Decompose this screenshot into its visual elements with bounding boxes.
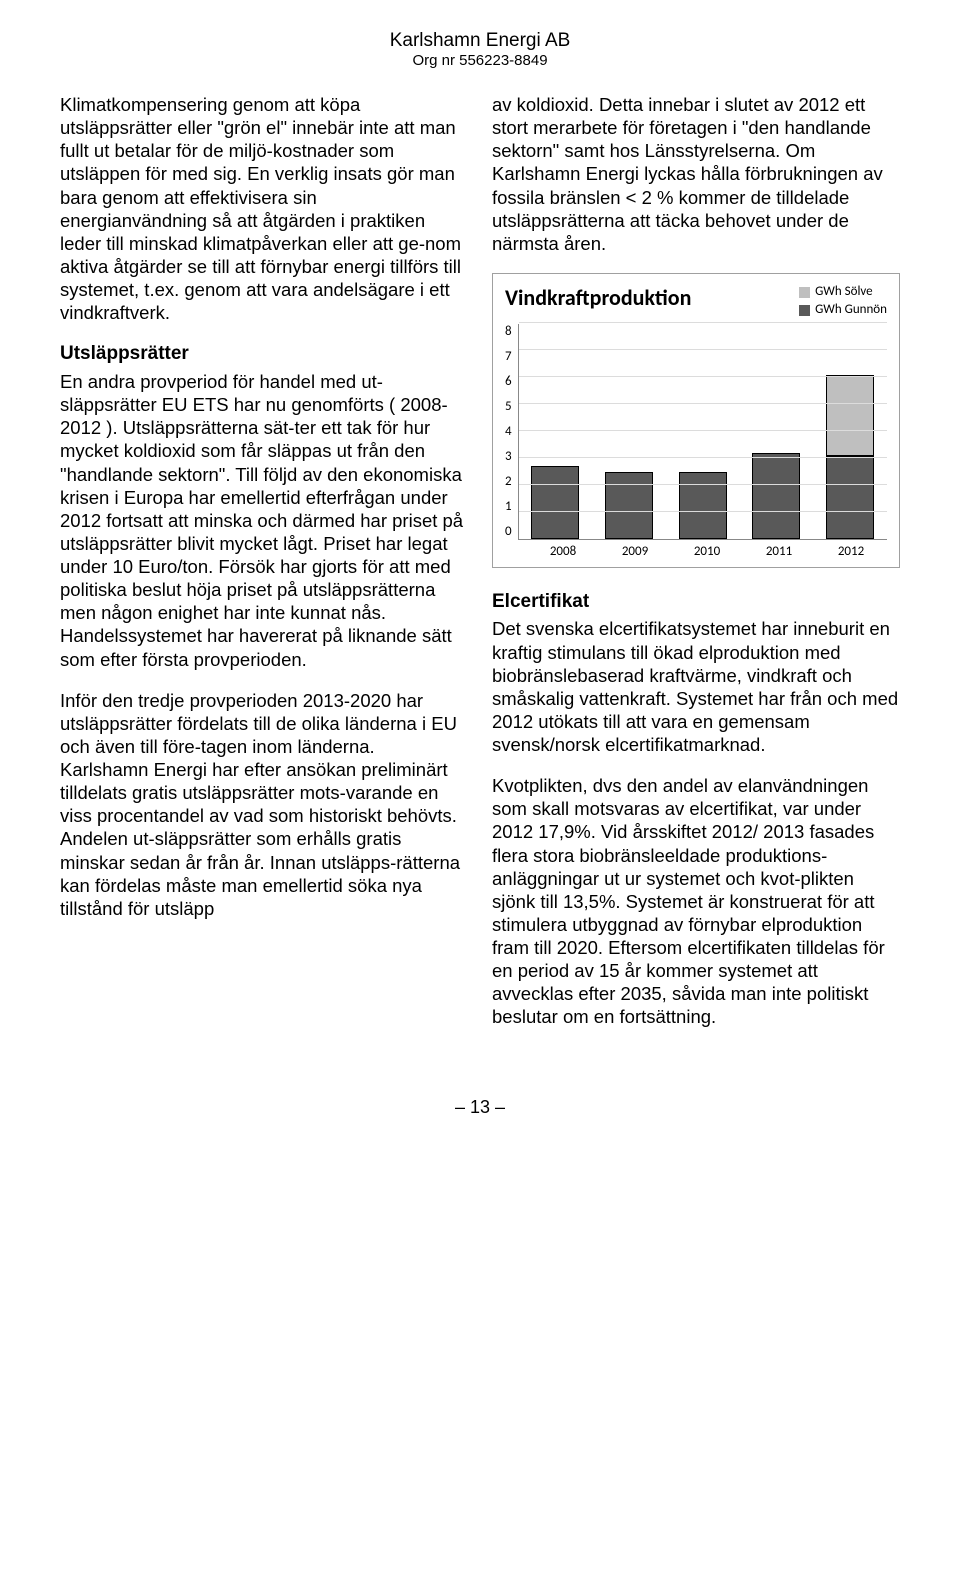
bar-2008 <box>531 466 579 539</box>
gridline <box>519 511 887 512</box>
page-footer: – 13 – <box>60 1097 900 1118</box>
y-tick-label: 2 <box>505 474 512 490</box>
bar-segment-gunnon <box>826 456 874 540</box>
y-tick-label: 7 <box>505 349 512 365</box>
bar-group <box>519 324 887 539</box>
x-axis: 2008 2009 2010 2011 2012 <box>527 544 887 560</box>
chart-header: Vindkraftproduktion GWh Sölve GWh Gunnön <box>505 284 887 321</box>
legend-swatch-solve <box>799 287 810 298</box>
bar-segment-gunnon <box>752 453 800 539</box>
bar-2009 <box>605 472 653 540</box>
x-tick-label: 2009 <box>611 544 659 560</box>
x-tick-label: 2012 <box>827 544 875 560</box>
gridline <box>519 322 887 323</box>
y-axis: 8 7 6 5 4 3 2 1 0 <box>505 324 518 540</box>
bar-segment-gunnon <box>679 472 727 540</box>
left-para-2: En andra provperiod för handel med ut-sl… <box>60 370 468 671</box>
gridline <box>519 403 887 404</box>
gridline <box>519 430 887 431</box>
bar-segment-gunnon <box>531 466 579 539</box>
y-tick-label: 3 <box>505 449 512 465</box>
legend-label-gunnon: GWh Gunnön <box>815 302 887 318</box>
page-header: Karlshamn Energi AB Org nr 556223-8849 <box>60 30 900 69</box>
chart-legend: GWh Sölve GWh Gunnön <box>799 284 887 321</box>
page-number: – 13 – <box>455 1097 505 1117</box>
chart-title: Vindkraftproduktion <box>505 284 691 312</box>
left-para-3: Inför den tredje provperioden 2013-2020 … <box>60 689 468 920</box>
x-tick-label: 2008 <box>539 544 587 560</box>
bar-2011 <box>752 453 800 539</box>
plot-area <box>518 324 887 540</box>
legend-swatch-gunnon <box>799 305 810 316</box>
bar-segment-solve <box>826 375 874 456</box>
bar-segment-gunnon <box>605 472 653 540</box>
y-tick-label: 0 <box>505 524 512 540</box>
left-heading-utslappsratter: Utsläppsrätter <box>60 342 468 366</box>
right-para-2: Det svenska elcertifikatsystemet har inn… <box>492 617 900 756</box>
gridline <box>519 484 887 485</box>
right-para-1: av koldioxid. Detta innebar i slutet av … <box>492 93 900 255</box>
x-tick-label: 2010 <box>683 544 731 560</box>
vindkraft-chart: Vindkraftproduktion GWh Sölve GWh Gunnön… <box>492 273 900 568</box>
two-column-layout: Klimatkompensering genom att köpa utsläp… <box>60 93 900 1047</box>
left-para-1: Klimatkompensering genom att köpa utsläp… <box>60 93 468 324</box>
right-column: av koldioxid. Detta innebar i slutet av … <box>492 93 900 1047</box>
right-heading-elcertifikat: Elcertifikat <box>492 590 900 614</box>
legend-item-gunnon: GWh Gunnön <box>799 302 887 318</box>
y-tick-label: 6 <box>505 374 512 390</box>
org-number: Org nr 556223-8849 <box>60 52 900 69</box>
right-para-3: Kvotplikten, dvs den andel av elanvändni… <box>492 774 900 1028</box>
y-tick-label: 5 <box>505 399 512 415</box>
bar-2010 <box>679 472 727 540</box>
y-tick-label: 4 <box>505 424 512 440</box>
legend-label-solve: GWh Sölve <box>815 284 873 300</box>
gridline <box>519 457 887 458</box>
x-tick-label: 2011 <box>755 544 803 560</box>
legend-item-solve: GWh Sölve <box>799 284 887 300</box>
left-column: Klimatkompensering genom att köpa utsläp… <box>60 93 468 1047</box>
gridline <box>519 349 887 350</box>
company-name: Karlshamn Energi AB <box>60 30 900 52</box>
chart-body: 8 7 6 5 4 3 2 1 0 <box>505 324 887 540</box>
gridline <box>519 376 887 377</box>
y-tick-label: 8 <box>505 324 512 340</box>
y-tick-label: 1 <box>505 499 512 515</box>
